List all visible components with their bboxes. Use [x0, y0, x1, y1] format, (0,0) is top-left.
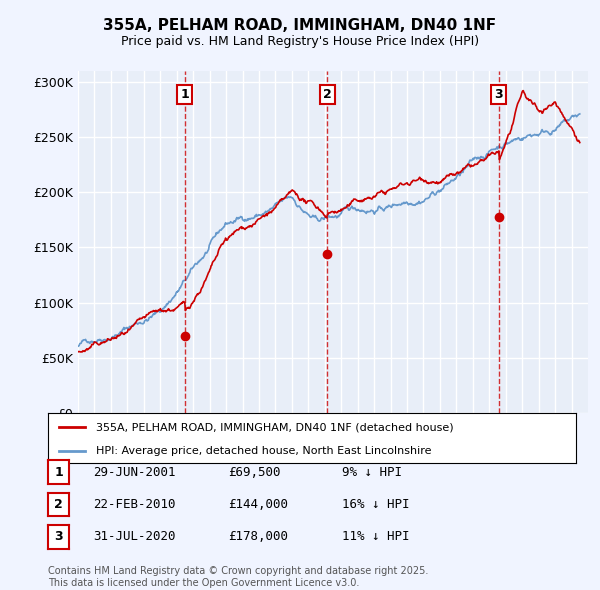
Text: 29-JUN-2001: 29-JUN-2001: [93, 466, 176, 478]
Text: 1: 1: [181, 88, 189, 101]
Text: £178,000: £178,000: [228, 530, 288, 543]
Text: 22-FEB-2010: 22-FEB-2010: [93, 498, 176, 511]
Text: Price paid vs. HM Land Registry's House Price Index (HPI): Price paid vs. HM Land Registry's House …: [121, 35, 479, 48]
Text: £69,500: £69,500: [228, 466, 281, 478]
Text: 3: 3: [54, 530, 63, 543]
Text: 2: 2: [323, 88, 331, 101]
Text: 1: 1: [54, 466, 63, 478]
Text: 2: 2: [54, 498, 63, 511]
Text: HPI: Average price, detached house, North East Lincolnshire: HPI: Average price, detached house, Nort…: [95, 445, 431, 455]
Text: Contains HM Land Registry data © Crown copyright and database right 2025.
This d: Contains HM Land Registry data © Crown c…: [48, 566, 428, 588]
Text: 3: 3: [494, 88, 503, 101]
Text: £144,000: £144,000: [228, 498, 288, 511]
Text: 16% ↓ HPI: 16% ↓ HPI: [342, 498, 409, 511]
Text: 355A, PELHAM ROAD, IMMINGHAM, DN40 1NF (detached house): 355A, PELHAM ROAD, IMMINGHAM, DN40 1NF (…: [95, 422, 453, 432]
Text: 11% ↓ HPI: 11% ↓ HPI: [342, 530, 409, 543]
Text: 31-JUL-2020: 31-JUL-2020: [93, 530, 176, 543]
Text: 9% ↓ HPI: 9% ↓ HPI: [342, 466, 402, 478]
Text: 355A, PELHAM ROAD, IMMINGHAM, DN40 1NF: 355A, PELHAM ROAD, IMMINGHAM, DN40 1NF: [103, 18, 497, 32]
